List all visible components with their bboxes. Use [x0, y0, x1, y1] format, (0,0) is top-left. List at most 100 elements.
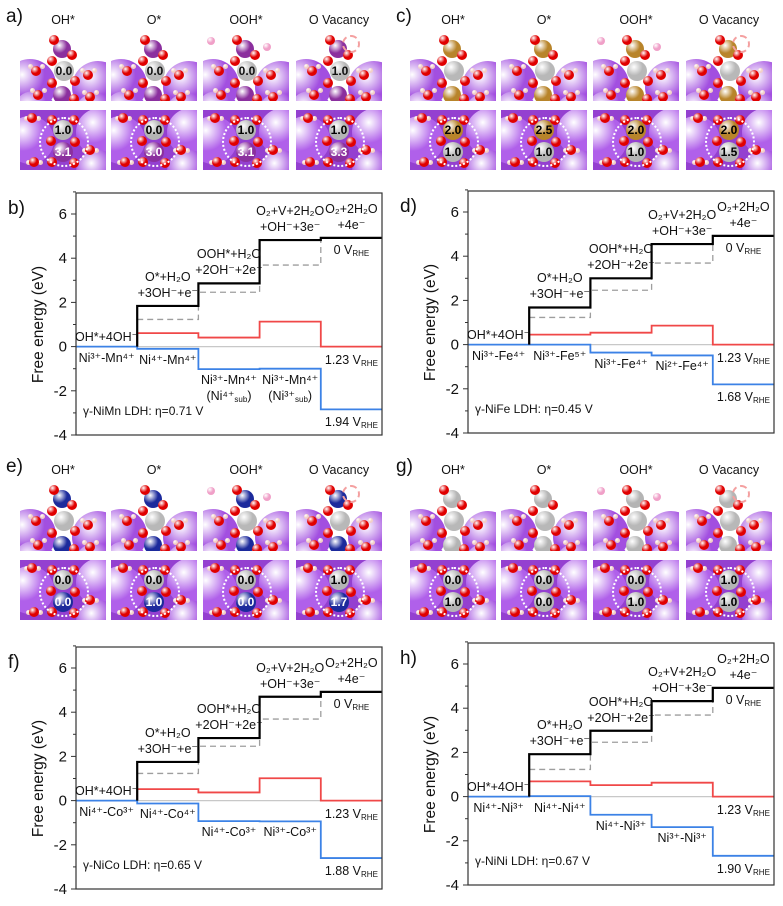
y-tick-label: -2	[54, 383, 67, 400]
o-atom	[307, 66, 317, 76]
o-atom	[643, 76, 653, 86]
potential-label: 0 VRHE	[311, 696, 391, 716]
site-value: 1.0	[535, 145, 553, 159]
o-atom	[343, 500, 353, 510]
o-atom	[475, 542, 485, 551]
h-atom	[116, 609, 122, 615]
o-atom	[47, 506, 57, 516]
state-label-line: O₂+V+2H₂O	[648, 208, 717, 223]
label-text: 0 V	[333, 242, 353, 257]
h-atom	[369, 539, 375, 545]
o-atom	[33, 90, 43, 100]
h-atom	[419, 537, 425, 543]
state-label: OOH*+H₂O +2OH⁻+2e⁻	[184, 701, 274, 733]
o-atom	[266, 70, 276, 80]
top-view-structure: 0.0 3.0	[111, 110, 197, 170]
o-atom	[735, 544, 745, 551]
o-atom	[606, 540, 616, 550]
o-atom	[268, 542, 278, 551]
structure-panel-group: c) OH* 2.0 1.0 O* 2.5 1.0 OOH* 2.0 1.0 O Vacancy 2.…	[390, 0, 780, 190]
h-atom	[701, 565, 707, 571]
chart-plot: -4 -2 0 2 4 6 Free energy (eV)	[30, 191, 383, 444]
side-view-structure	[686, 483, 772, 551]
oxidation-state-label: Ni³⁺-Mn⁴⁺	[62, 350, 152, 366]
label-text: 1.23 V	[324, 806, 362, 821]
state-label-line: +OH⁻+3e⁻	[651, 224, 713, 239]
metal-atom	[626, 490, 644, 508]
o-atom	[439, 35, 449, 45]
h-atom	[220, 609, 226, 615]
h-atom	[757, 517, 763, 523]
o-atom	[473, 520, 483, 530]
column-label: OOH*	[619, 13, 653, 27]
h-atom	[264, 89, 270, 95]
h-atom	[510, 537, 516, 543]
red-energy-line	[528, 324, 774, 346]
label-subscript: RHE	[361, 812, 378, 822]
h-atom	[37, 159, 43, 165]
dotted-site-circle	[429, 117, 479, 167]
h-atom	[572, 517, 578, 523]
o-atom	[715, 35, 725, 45]
overpotential-label: γ-NiFe LDH: η=0.45 V	[475, 401, 593, 416]
chart-plot: -4 -2 0 2 4 6 Free energy (eV)	[30, 645, 383, 898]
h-atom	[522, 537, 528, 543]
h-atom	[666, 89, 672, 95]
o-atom	[697, 516, 707, 526]
o-atom	[361, 92, 371, 101]
o-atom	[85, 145, 95, 155]
o-atom	[600, 113, 610, 123]
top-view-structure: 0.0 1.0	[111, 560, 197, 620]
y-tick-label: 2	[451, 744, 459, 761]
o-atom	[307, 516, 317, 526]
label-text: )	[247, 389, 252, 404]
o-atom	[345, 544, 355, 551]
site-value: 3.3	[330, 145, 348, 159]
h-atom	[600, 63, 606, 69]
potential-text: 0 VRHE	[703, 692, 783, 712]
h-atom	[597, 37, 605, 45]
metal-atom	[236, 490, 254, 508]
o-atom	[124, 90, 134, 100]
h-atom	[701, 115, 707, 121]
h-atom	[510, 87, 516, 93]
y-tick-label: -2	[446, 381, 459, 398]
o-atom	[695, 607, 705, 617]
y-tick-label: 2	[451, 292, 459, 309]
metal-atom	[719, 86, 737, 101]
state-label-line: +2OH⁻+2e⁻	[587, 710, 655, 725]
h-atom	[469, 517, 475, 523]
ni-atom	[145, 61, 165, 81]
label-text: 0 V	[725, 692, 745, 707]
h-atom	[206, 565, 212, 571]
state-label: OOH*+H₂O +2OH⁻+2e⁻	[184, 246, 274, 278]
o-atom	[361, 595, 371, 605]
o-atom	[305, 157, 315, 167]
h-atom	[610, 609, 616, 615]
o-atom	[323, 506, 333, 516]
state-label-line: +3OH⁻+e⁻	[529, 734, 591, 749]
y-tick-label: -2	[446, 833, 459, 850]
state-label-line: O₂+V+2H₂O	[648, 665, 717, 680]
o-atom	[176, 542, 186, 551]
potential-text: 1.23 VRHE	[703, 350, 783, 370]
panel-letter: f)	[8, 652, 20, 673]
state-label-line: OH*+4OH⁻	[74, 783, 139, 798]
column-label: O Vacancy	[698, 13, 760, 27]
o-atom	[309, 540, 319, 550]
o-atom	[528, 56, 538, 66]
o-atom	[343, 50, 353, 60]
y-axis-label: Free energy (eV)	[30, 720, 47, 837]
h-atom	[562, 89, 568, 95]
h-atom	[303, 63, 309, 69]
side-view-structure	[501, 483, 587, 551]
h-atom	[218, 115, 224, 121]
h-atom	[614, 87, 620, 93]
potential-label: 1.23 VRHE	[311, 352, 391, 372]
h-atom	[25, 609, 31, 615]
h-atom	[608, 115, 614, 121]
h-atom	[415, 159, 421, 165]
metal-atom	[53, 536, 71, 551]
o-atom	[174, 70, 184, 80]
h-atom	[483, 89, 489, 95]
